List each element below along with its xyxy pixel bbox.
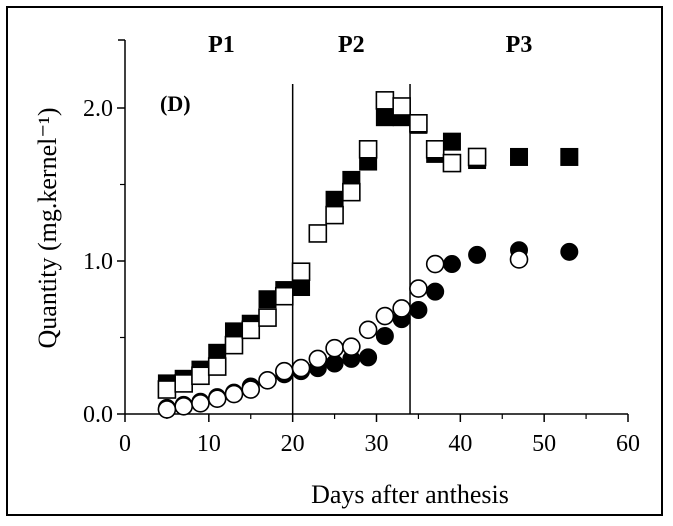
open-circle-point xyxy=(174,397,193,416)
filled-square-point xyxy=(375,108,394,127)
phase-labels: P1 P2 P3 xyxy=(208,32,532,58)
open-square-point xyxy=(224,335,244,355)
x-tick-label: 20 xyxy=(281,431,305,457)
open-circle-point xyxy=(291,358,311,378)
filled-circle-point xyxy=(409,300,428,319)
filled-square-point xyxy=(442,132,461,151)
phase-label: P3 xyxy=(506,32,533,58)
y-axis-title: Quantity (mg.kernel⁻¹) xyxy=(33,107,62,348)
filled-circle-point xyxy=(468,245,487,264)
open-square-point xyxy=(291,262,311,282)
open-circle-point xyxy=(308,349,328,369)
open-square-point xyxy=(425,140,445,159)
open-square-point xyxy=(375,91,395,110)
open-circle-point xyxy=(425,254,445,274)
open-square-point xyxy=(467,147,487,167)
open-circle-point xyxy=(224,384,244,404)
filled-square-point xyxy=(510,147,529,166)
filled-square-point xyxy=(258,290,277,309)
open-square-point xyxy=(274,286,294,306)
open-square-point xyxy=(174,374,193,393)
data-points xyxy=(157,91,579,419)
filled-square-point xyxy=(292,278,311,297)
open-square-point xyxy=(409,114,428,133)
filled-square-point xyxy=(560,147,579,166)
open-circle-point xyxy=(207,389,227,409)
panel-label: (D) xyxy=(160,91,191,116)
phase-label: P1 xyxy=(208,32,235,58)
open-circle-point xyxy=(342,337,361,356)
open-square-point xyxy=(191,366,210,386)
y-tick-label: 0.0 xyxy=(83,402,113,428)
open-square-point xyxy=(442,153,462,173)
chart-frame xyxy=(6,6,663,516)
open-square-point xyxy=(157,380,177,399)
open-circle-point xyxy=(392,299,411,318)
filled-circle-point xyxy=(375,326,394,345)
open-circle-point xyxy=(157,400,177,419)
open-circle-point xyxy=(241,380,261,399)
open-square-point xyxy=(308,224,328,243)
open-square-point xyxy=(241,320,261,340)
x-tick-label: 30 xyxy=(365,431,389,457)
filled-circle-point xyxy=(325,354,344,373)
open-circle-point xyxy=(258,371,277,390)
y-tick-label: 1.0 xyxy=(83,249,113,275)
open-circle-point xyxy=(509,250,529,269)
filled-circle-point xyxy=(442,255,461,274)
open-square-point xyxy=(358,140,378,159)
x-axis-title: Days after anthesis xyxy=(311,480,509,509)
x-tick-label: 50 xyxy=(532,431,556,457)
open-square-point xyxy=(325,205,344,225)
y-tick-label: 2.0 xyxy=(83,96,113,122)
filled-circle-point xyxy=(359,348,378,367)
x-tick-label: 60 xyxy=(616,431,640,457)
x-tick-label: 0 xyxy=(119,431,131,457)
phase-lines xyxy=(291,84,411,414)
open-square-point xyxy=(207,357,227,376)
open-circle-point xyxy=(325,338,344,358)
open-circle-point xyxy=(191,393,210,413)
open-circle-point xyxy=(409,279,428,298)
x-tick-label: 40 xyxy=(448,431,472,457)
filled-square-point xyxy=(325,190,344,209)
axes: 0 10 20 30 40 50 60 0.0 1.0 2.0 xyxy=(83,39,640,457)
filled-circle-point xyxy=(560,242,579,261)
open-square-point xyxy=(392,97,411,116)
open-circle-point xyxy=(274,361,294,381)
open-square-point xyxy=(258,308,277,327)
x-tick-label: 10 xyxy=(197,431,221,457)
open-circle-point xyxy=(375,306,395,326)
open-square-point xyxy=(342,182,361,202)
filled-circle-point xyxy=(426,282,445,301)
phase-label: P2 xyxy=(338,32,365,58)
open-circle-point xyxy=(358,320,378,340)
